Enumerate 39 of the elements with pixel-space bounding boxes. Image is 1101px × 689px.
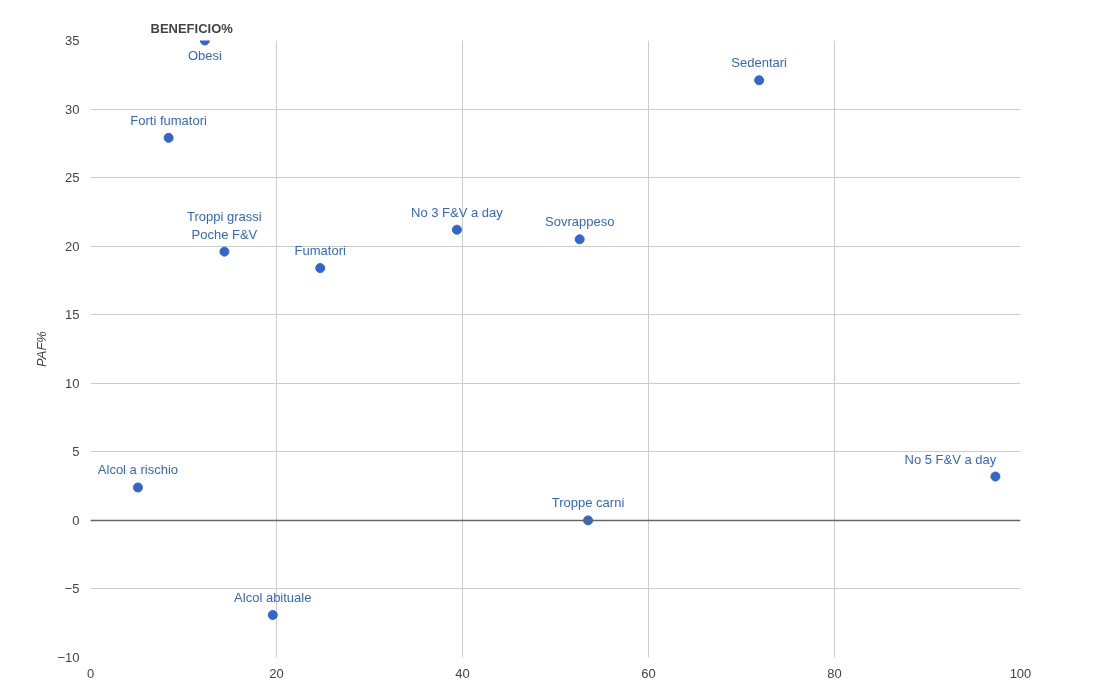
point [163, 132, 174, 143]
annotation: Alcol a rischio [97, 462, 179, 478]
x-tick-label: 100 [1009, 665, 1032, 681]
point [754, 75, 765, 86]
y-tick-label: 10 [65, 375, 80, 391]
x-tick-label: 0 [86, 665, 95, 681]
annotation: Sovrappeso [544, 214, 615, 230]
annotation: No 3 F&V a day [411, 204, 504, 220]
y-tick-label: 30 [65, 101, 80, 117]
annotation: Sedentari [731, 55, 788, 71]
y-tick-label: 20 [65, 238, 80, 254]
y-axis-title: PAF% [34, 331, 50, 367]
annotation: Troppi grassi [187, 208, 262, 224]
point [315, 263, 326, 274]
annotation: Alcol abituale [234, 590, 312, 605]
annotation: No 5 F&V a day [904, 451, 997, 467]
point [990, 471, 1001, 482]
chart-title: BENEFICIO% [150, 20, 234, 36]
x-tick-label: 20 [269, 665, 284, 681]
y-tick-label: −10 [57, 650, 80, 665]
point [132, 482, 143, 493]
annotation: Fumatori [294, 243, 346, 259]
annotation: Forti fumatori [130, 112, 208, 128]
y-tick-label: 5 [72, 444, 80, 460]
y-tick-label: 35 [65, 33, 80, 48]
annotation: Troppe carni [551, 495, 625, 511]
y-tick-label: 15 [65, 307, 80, 323]
y-tick-label: 0 [72, 512, 80, 528]
point [451, 224, 462, 235]
y-tick-label: −5 [64, 581, 80, 597]
point [219, 246, 230, 257]
point [267, 610, 278, 620]
y-tick-label: 25 [65, 170, 80, 186]
annotation: Poche F&V [191, 226, 258, 242]
x-tick-label: 40 [455, 665, 470, 681]
x-tick-label: 80 [827, 665, 842, 681]
annotation: Obesi [187, 47, 222, 63]
x-tick-label: 60 [641, 665, 656, 681]
point [574, 234, 585, 245]
